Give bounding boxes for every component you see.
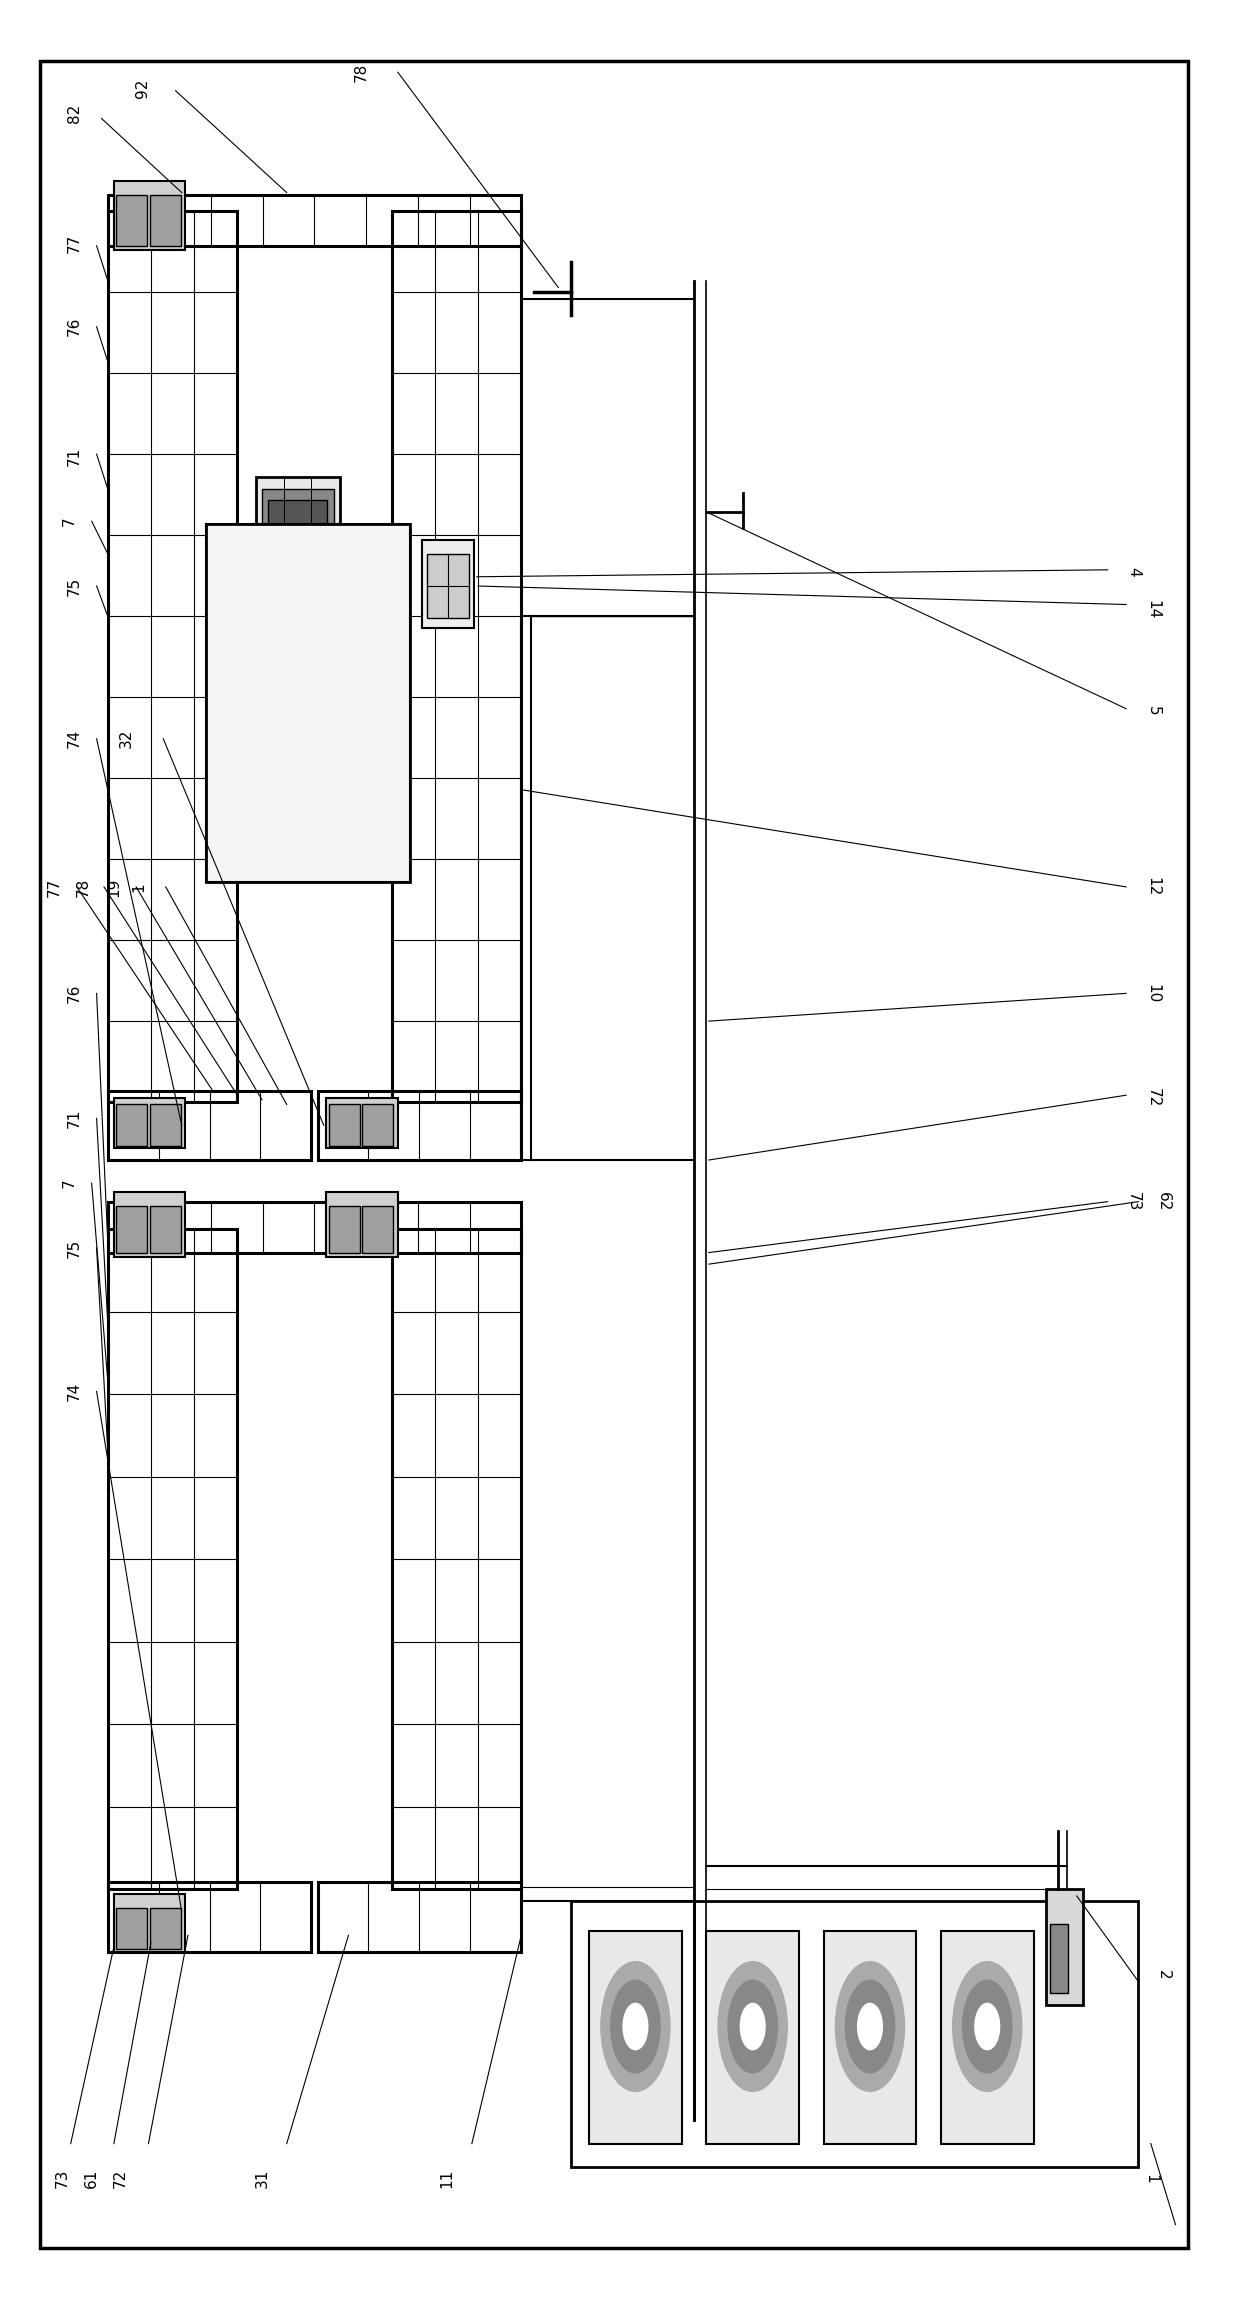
Circle shape [846,1981,895,2072]
Text: 77: 77 [47,877,62,896]
Bar [108,1202,521,1253]
Bar [117,1206,148,1253]
Bar [428,554,470,619]
Text: 2: 2 [1156,1970,1171,1979]
Bar [114,1097,186,1148]
Text: 78: 78 [353,63,368,81]
Text: 71: 71 [67,448,82,466]
Text: 75: 75 [67,575,82,596]
Bar [255,478,340,696]
Circle shape [962,1981,1012,2072]
Bar [150,1206,181,1253]
Bar [823,1930,916,2144]
Bar [326,1097,398,1148]
Text: 76: 76 [67,984,82,1002]
Text: 31: 31 [254,2169,269,2188]
Circle shape [858,2004,883,2049]
Bar [941,1930,1033,2144]
Text: 7: 7 [62,517,77,527]
Circle shape [622,2004,647,2049]
Bar [262,490,334,684]
Bar [329,1206,360,1253]
Circle shape [728,1981,777,2072]
Bar [108,1882,311,1951]
Bar [1045,1888,1083,2004]
Bar [589,1930,682,2144]
Text: 92: 92 [135,79,150,97]
Bar [362,1104,393,1146]
Text: 12: 12 [1146,877,1161,896]
Text: 61: 61 [84,2169,99,2188]
Text: 32: 32 [119,728,134,749]
Bar [392,1230,521,1888]
Bar [362,1206,393,1253]
Text: 5: 5 [1146,705,1161,717]
Bar [570,1900,1138,2167]
Text: 11: 11 [440,2169,455,2188]
Circle shape [952,1963,1022,2090]
Circle shape [611,1981,660,2072]
Bar [108,1090,311,1160]
Text: 82: 82 [67,104,82,123]
Text: 74: 74 [67,1383,82,1401]
Text: 1: 1 [131,882,146,891]
Text: 10: 10 [1146,984,1161,1002]
Circle shape [975,2004,999,2049]
Text: 7: 7 [62,1179,77,1188]
Bar [117,1104,148,1146]
Bar [317,1090,521,1160]
Bar [108,211,237,1102]
Bar [392,211,521,1102]
Circle shape [718,1963,787,2090]
Text: 4: 4 [1126,568,1141,578]
Bar [150,1907,181,1949]
Bar [207,524,410,882]
Circle shape [836,1963,904,2090]
Bar [207,524,410,882]
Text: 72: 72 [1146,1088,1161,1107]
Text: 1: 1 [1143,2174,1158,2183]
Bar [150,195,181,246]
Text: 76: 76 [67,318,82,336]
Bar [707,1930,799,2144]
Bar [114,181,186,251]
Bar [423,541,475,629]
Text: 62: 62 [1156,1192,1171,1211]
Bar [326,1192,398,1257]
Bar [150,1104,181,1146]
Text: 74: 74 [67,728,82,749]
Text: 19: 19 [107,877,122,896]
Bar [114,1893,186,1951]
Bar [268,501,327,675]
Bar [108,1230,237,1888]
Bar [329,1104,360,1146]
Text: 71: 71 [67,1109,82,1128]
Bar [114,1192,186,1257]
Circle shape [740,2004,765,2049]
Text: 14: 14 [1146,599,1161,619]
Text: 78: 78 [76,877,91,896]
Bar [317,1882,521,1951]
Text: 73: 73 [55,2169,69,2188]
Bar [117,195,148,246]
Circle shape [601,1963,670,2090]
Bar [1049,1923,1068,1993]
Text: 75: 75 [67,1239,82,1257]
Text: 77: 77 [67,234,82,253]
Text: 72: 72 [113,2169,128,2188]
Bar [117,1907,148,1949]
Text: 73: 73 [1126,1192,1141,1211]
Bar [108,195,521,246]
